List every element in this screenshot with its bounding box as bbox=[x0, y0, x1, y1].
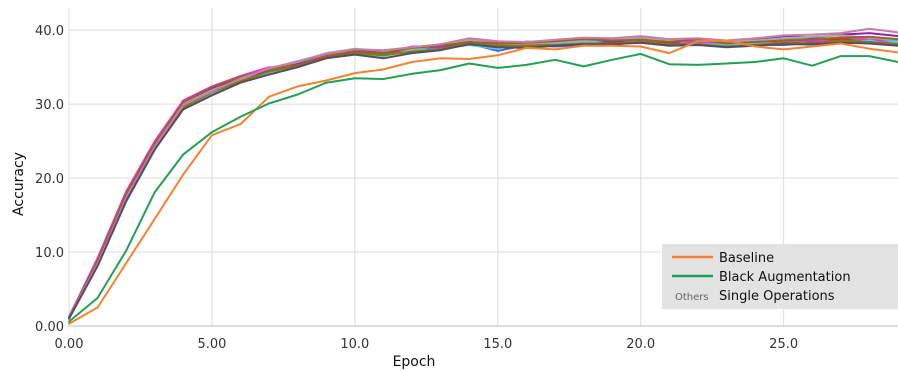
x-tick-label: 10.0 bbox=[340, 337, 369, 352]
series-line-12 bbox=[68, 39, 898, 325]
grid-lines bbox=[68, 8, 898, 327]
y-tick-label: 30.0 bbox=[35, 98, 64, 113]
series-line-13 bbox=[68, 52, 898, 323]
x-axis-label: Epoch bbox=[393, 354, 436, 370]
y-tick-label: 10.0 bbox=[35, 246, 64, 261]
x-tick-label: 5.00 bbox=[197, 337, 226, 352]
legend-prefix-others: Others bbox=[675, 292, 709, 303]
legend-label-black-augmentation: Black Augmentation bbox=[719, 270, 851, 285]
x-tick-label: 15.0 bbox=[483, 337, 512, 352]
x-tick-label: 20.0 bbox=[626, 337, 655, 352]
series-line-9 bbox=[68, 35, 898, 319]
x-tick-label: 0.00 bbox=[55, 337, 84, 352]
series-line-11 bbox=[68, 41, 898, 320]
legend: Baseline Black Augmentation Others Singl… bbox=[662, 244, 898, 309]
y-tick-label: 20.0 bbox=[35, 172, 64, 187]
series-line-10 bbox=[68, 27, 898, 319]
legend-label-single-operations: Single Operations bbox=[719, 289, 835, 304]
y-tick-label: 40.0 bbox=[35, 24, 64, 39]
tick-labels: 0.00 5.00 10.0 15.0 20.0 25.0 0.00 10.0 20.0 30.0… bbox=[35, 24, 798, 352]
x-tick-label: 25.0 bbox=[769, 337, 798, 352]
series-lines bbox=[68, 27, 898, 325]
y-tick-label: 0.00 bbox=[35, 320, 64, 335]
legend-label-baseline: Baseline bbox=[719, 251, 774, 266]
y-axis-label: Accuracy bbox=[11, 152, 27, 216]
